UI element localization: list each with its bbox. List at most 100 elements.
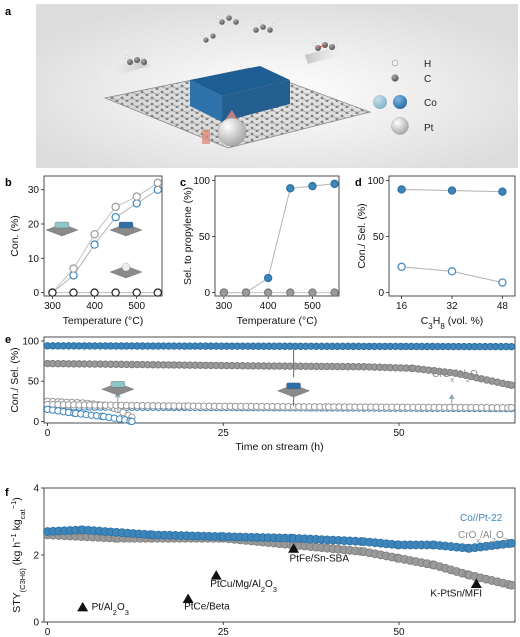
benchmark-triangle-icon — [288, 543, 300, 553]
plot-frame-e — [43, 336, 516, 424]
series-f-0-point — [507, 538, 516, 548]
series-b-0-point — [132, 199, 141, 208]
y-tick-label: 0 — [33, 417, 39, 428]
series-b-2-point — [132, 288, 141, 297]
series-b-0-line — [52, 189, 159, 293]
x-tick-label: 32 — [446, 301, 458, 312]
series-c-1-point — [330, 288, 339, 297]
y-tick-label: 30 — [28, 185, 40, 196]
series-b-0-point — [90, 240, 99, 249]
series-b-1-point — [90, 230, 99, 239]
panel-d-label: d — [355, 177, 362, 189]
x-tick-label: 0 — [45, 428, 51, 439]
panel-d: d 16 32 48 0 50 100 C3H8 (vol. %) Con./ Sel. (%) — [355, 175, 516, 331]
x-tick-label: 48 — [497, 301, 509, 312]
co-cluster — [190, 66, 290, 122]
legend-crox-al2o3: CrOx/Al2O3 — [458, 530, 508, 545]
series-d-0-point — [397, 185, 406, 194]
label-segment: 6 — [18, 571, 27, 575]
label-segment: (kg h — [11, 542, 23, 568]
gas-stream-left — [98, 58, 148, 80]
y-tick-label: 0 — [33, 288, 39, 299]
label-segment: 3 — [18, 580, 27, 584]
plot-frame-f — [43, 487, 516, 623]
panel-a-label: a — [5, 6, 12, 18]
series-d-1-point — [447, 267, 457, 276]
label-segment: kg — [11, 519, 23, 533]
catalyst-inset-2-particle — [121, 262, 131, 272]
series-c-1-point — [308, 288, 317, 297]
series-d-1-point — [397, 262, 406, 272]
e-inset-1-cluster — [286, 382, 301, 389]
y-tick-label: 20 — [28, 220, 40, 231]
plot-frame-b — [43, 175, 163, 297]
gas-stream-right — [305, 42, 355, 64]
series-b-1-point — [132, 192, 141, 201]
label-segment: O — [469, 530, 477, 541]
label-segment: O — [496, 530, 504, 541]
benchmark-triangle-icon — [210, 570, 222, 580]
series-b-0-point — [111, 212, 120, 222]
legend-item-h: H — [391, 59, 431, 70]
label-segment: 8 — [440, 322, 445, 331]
y-axis-label-d: Con./ Sel. (%) — [356, 203, 368, 268]
series-e-1-point — [507, 381, 516, 389]
label-segment: PtCu/Mg/ — [210, 579, 252, 590]
benchmark-triangle-icon — [182, 593, 194, 604]
panel-a: a — [5, 4, 518, 168]
series-d-0-point — [447, 186, 457, 195]
series-e-0-point — [507, 342, 516, 351]
x-tick-label: 300 — [44, 301, 61, 312]
series-c-1-point — [263, 288, 273, 297]
label-segment: 3 — [428, 322, 433, 331]
series-c-1-point — [286, 288, 295, 297]
series-b-2-point — [48, 288, 57, 297]
y-tick-label: 100 — [193, 176, 210, 187]
legend-label-c: C — [424, 74, 431, 85]
label-segment: Sel. to propylene (%) — [182, 187, 194, 285]
benchmark-triangle-icon — [77, 601, 89, 612]
panel-b-label: b — [5, 177, 12, 189]
catalyst-inset-2-support — [109, 265, 143, 279]
label-segment: ) — [11, 497, 23, 501]
series-c-0-point — [263, 273, 273, 283]
label-segment: O — [470, 369, 478, 380]
series-b-1-line — [52, 182, 159, 293]
label-segment: 2 — [466, 375, 470, 384]
panel-c-label: c — [180, 177, 186, 189]
y-tick-label: 0 — [378, 288, 384, 299]
label-segment: Con./ Sel. (%) — [356, 203, 368, 268]
legend-label-co: Co — [424, 98, 437, 109]
catalyst-inset-1-cluster — [118, 221, 134, 229]
benchmark-label: PtFe/Sn-SBA — [290, 553, 350, 564]
legend-item-c: C — [391, 74, 431, 85]
legend-label-pt: Pt — [424, 123, 434, 134]
y-tick-label: 0 — [33, 618, 39, 629]
y-axis-label-b: Con. (%) — [9, 215, 21, 256]
label-segment: H — [18, 575, 27, 580]
series-c-0-line — [223, 183, 335, 294]
x-axis-label-e: Time on stream (h) — [235, 441, 323, 453]
x-axis-label-b: Temperature (°C) — [63, 315, 144, 327]
label-segment: Temperature (°C) — [237, 315, 318, 327]
label-segment: (C — [18, 584, 27, 592]
y-axis-label-f: STY(C3H6) (kg h−1 kgcat−1) — [9, 497, 27, 613]
panel-e: e 0 25 50 0 50 100 Time on stream (h) Con./ Sel.… — [5, 334, 516, 453]
label-segment: cat — [18, 508, 27, 519]
x-tick-label: 25 — [218, 627, 230, 637]
label-segment: 3 — [504, 536, 508, 545]
series-b-0-point — [69, 271, 78, 280]
benchmark-triangle-icon — [470, 578, 482, 588]
series-d-0-point — [498, 187, 507, 196]
series-b-2-point — [153, 288, 162, 297]
x-axis-label-c: Temperature (°C) — [237, 315, 318, 327]
pt-atom-icon — [391, 117, 409, 135]
label-segment: 2 — [261, 585, 265, 594]
series-b-2-point — [90, 288, 99, 297]
x-tick-label: 16 — [396, 301, 408, 312]
x-tick-label: 50 — [393, 627, 405, 637]
panel-c: c 300 400 500 0 50 100 Temperature (°C) Sel. to … — [180, 175, 340, 327]
x-tick-label: 25 — [218, 428, 230, 439]
series-e-5-point — [128, 417, 136, 426]
